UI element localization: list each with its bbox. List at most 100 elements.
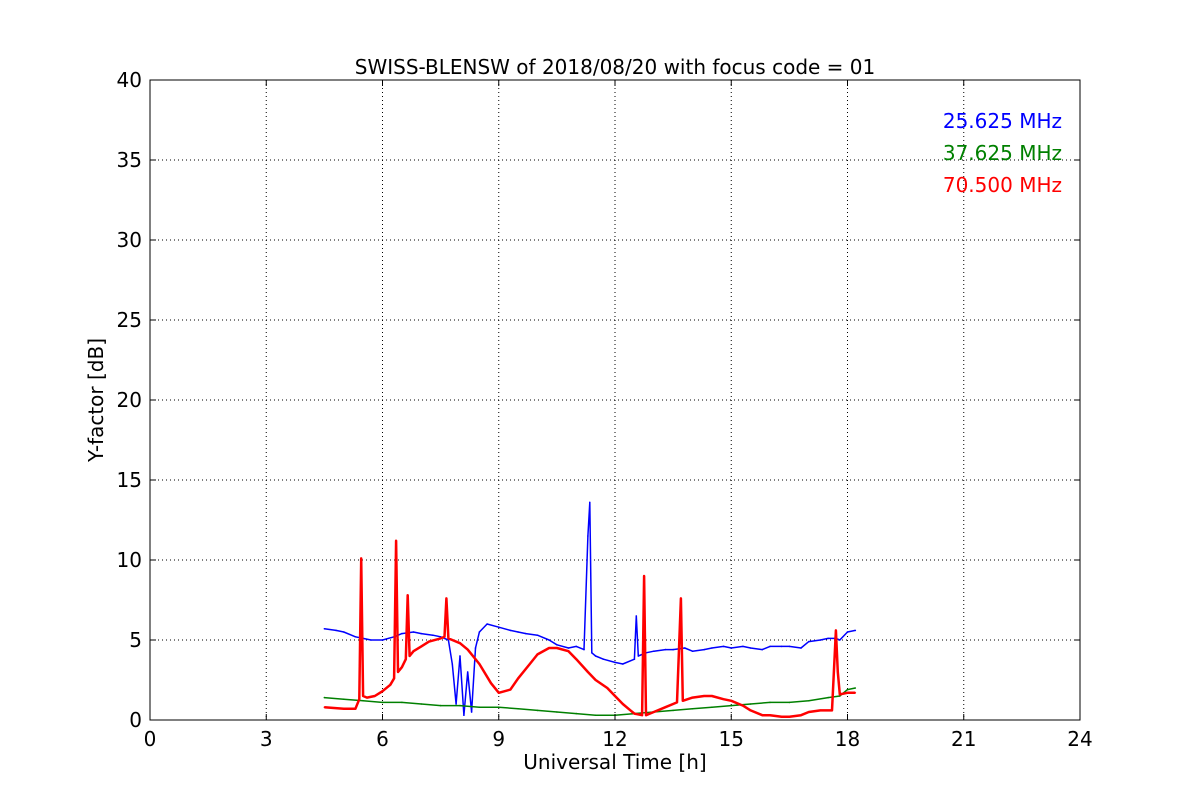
data-point [525,632,527,635]
data-point [323,706,326,708]
data-point [637,655,640,657]
data-point [451,639,454,641]
x-tick-label: 9 [492,727,505,751]
data-point [730,704,733,707]
data-point [548,647,550,649]
data-point [594,679,597,681]
data-point [672,648,674,651]
series-line [324,539,856,719]
data-point [749,709,752,712]
series-1 [323,687,857,716]
data-point [451,663,454,665]
data-point [676,701,678,704]
data-point [498,626,500,628]
series-0 [323,501,857,716]
data-point [761,714,764,716]
grid [150,80,1080,720]
data-point [362,700,364,702]
data-point [455,703,457,705]
data-point [703,648,705,651]
data-point [672,709,674,712]
data-point [459,642,461,644]
data-point [761,648,764,651]
data-point [614,695,616,697]
data-point [703,695,705,697]
data-point [466,648,469,651]
data-point [343,698,345,700]
data-point [839,693,841,696]
data-point [381,690,384,692]
data-point [354,708,357,710]
data-point [749,647,752,649]
data-point [536,653,539,656]
data-point [536,634,539,636]
data-point [517,677,519,680]
data-point [360,557,363,560]
data-point [529,663,531,665]
legend: 25.625 MHz 37.625 MHz 70.500 MHz [943,109,1062,197]
data-point [401,666,403,668]
data-point [839,639,841,641]
legend-entry: 25.625 MHz [943,109,1062,133]
data-point [854,692,857,694]
data-point [556,711,558,713]
data-point [808,700,810,702]
y-tick-label: 30 [117,228,142,252]
data-point [819,709,822,712]
x-tick-label: 12 [602,727,627,751]
data-point [846,631,849,633]
y-tick-label: 15 [117,468,142,492]
data-point [769,701,771,704]
data-point [691,708,694,710]
data-point [567,647,570,649]
data-point [653,650,655,652]
data-point [556,644,558,646]
data-point [362,695,364,697]
data-point [854,629,857,632]
data-point [643,575,645,577]
data-point [622,663,624,665]
data-point [478,706,481,708]
data-point [463,714,465,716]
data-point [664,706,667,708]
data-point [835,629,837,632]
data-point [459,704,461,707]
y-tick-label: 25 [117,308,142,332]
data-point [408,655,411,657]
data-point [343,631,345,633]
data-point [381,639,384,641]
data-point [742,704,744,707]
y-tick-label: 35 [117,148,142,172]
data-point [691,650,694,652]
data-point [556,647,558,649]
data-point [653,711,655,713]
x-tick-label: 3 [260,727,273,751]
data-point [389,684,392,686]
data-point [837,671,839,673]
x-tick-label: 24 [1067,727,1092,751]
data-point [536,709,539,712]
data-point [548,639,550,641]
y-tick-label: 0 [129,708,142,732]
data-point [722,645,725,648]
x-axis-label: Universal Time [h] [523,750,706,774]
data-point [594,655,597,657]
data-point [567,650,570,652]
series-line [324,501,856,716]
data-point [354,636,357,638]
x-tick-label: 0 [144,727,157,751]
data-point [420,703,423,705]
data-point [645,714,647,716]
data-point [730,647,733,649]
data-point [691,696,694,699]
data-point [854,687,857,689]
data-point [343,708,345,710]
series-layer [323,501,857,719]
data-point [629,709,632,712]
data-point [412,650,415,652]
data-point [633,712,636,715]
data-point [517,631,519,633]
data-point [583,648,585,651]
data-point [788,645,791,648]
data-point [711,695,713,697]
